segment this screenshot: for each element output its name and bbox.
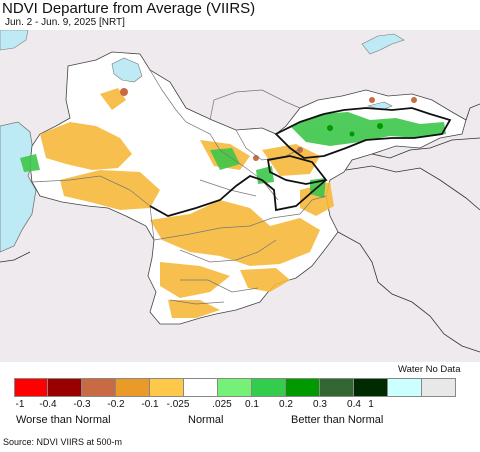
water-nodata-label: Water No Data	[398, 364, 461, 375]
legend-tick-2: -0.3	[73, 399, 91, 410]
severe-dry-spots	[120, 88, 417, 161]
legend-tick-5: -.025	[166, 399, 190, 410]
legend-swatch-6	[218, 379, 252, 396]
legend-tick-8: 0.2	[279, 399, 293, 410]
source-note: Source: NDVI VIIRS at 500-m	[3, 437, 123, 447]
legend-swatch-1	[48, 379, 82, 396]
worse-than-normal-label: Worse than Normal	[16, 414, 111, 426]
legend-tick-4: -0.1	[141, 399, 159, 410]
legend-swatch-2	[82, 379, 116, 396]
legend-swatch-12	[422, 379, 456, 396]
legend-tick-1: -0.4	[39, 399, 57, 410]
aral-sea	[111, 57, 143, 83]
better-than-normal-label: Better than Normal	[291, 414, 384, 426]
map-canvas	[0, 30, 480, 362]
legend-swatch-10	[354, 379, 388, 396]
ndvi-map	[0, 30, 480, 362]
legend-color-bar	[14, 378, 456, 397]
caspian-north	[0, 30, 29, 51]
strong-wet-spots	[327, 123, 383, 137]
caspian-sea	[0, 121, 37, 253]
legend-tick-0: -1	[15, 399, 25, 410]
legend-swatch-7	[252, 379, 286, 396]
legend-swatch-0	[14, 379, 48, 396]
legend-tick-6: .025	[212, 399, 232, 410]
balkhash-lake	[361, 33, 405, 55]
legend-swatch-8	[286, 379, 320, 396]
neighbor-borders	[0, 103, 480, 353]
normal-label: Normal	[188, 414, 224, 426]
legend-tick-3: -0.2	[107, 399, 125, 410]
legend-tick-11: 1	[368, 399, 374, 410]
country-boundaries	[31, 69, 327, 305]
legend-swatch-5	[184, 379, 218, 396]
highlighted-country-borders	[149, 107, 452, 217]
legend-tick-9: 0.3	[313, 399, 327, 410]
date-range: Jun. 2 - Jun. 9, 2025 [NRT]	[5, 17, 125, 28]
legend-tick-10: 0.4	[347, 399, 361, 410]
map-title: NDVI Departure from Average (VIIRS)	[2, 0, 256, 17]
legend-swatch-11	[388, 379, 422, 396]
legend-swatch-9	[320, 379, 354, 396]
legend-swatch-4	[150, 379, 184, 396]
legend-tick-7: 0.1	[245, 399, 259, 410]
legend-swatch-3	[116, 379, 150, 396]
